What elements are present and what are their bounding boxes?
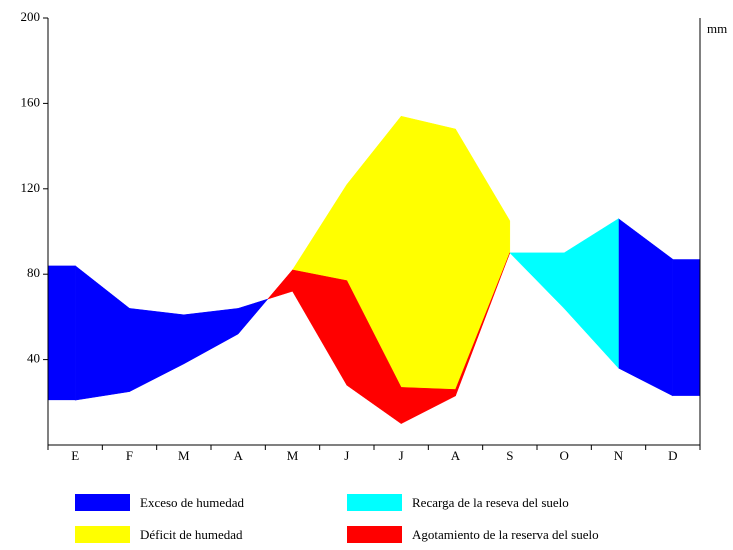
y-tick-label: 40 [27, 351, 40, 366]
area-segment [183, 308, 239, 365]
y-tick-label: 160 [21, 94, 41, 109]
y-tick-label: 80 [27, 265, 40, 280]
legend-swatch [347, 494, 402, 511]
x-tick-label: A [451, 448, 461, 463]
x-tick-label: O [559, 448, 568, 463]
y-tick-label: 200 [21, 9, 41, 24]
legend-swatch [75, 494, 130, 511]
legend-label: Exceso de humedad [140, 495, 244, 510]
x-tick-label: J [344, 448, 349, 463]
x-tick-label: A [233, 448, 243, 463]
area-segment [563, 218, 619, 369]
legend-swatch [347, 526, 402, 543]
area-segment [672, 259, 700, 396]
x-tick-label: S [506, 448, 513, 463]
y-tick-label: 120 [21, 180, 41, 195]
legend-label: Déficit de humedad [140, 527, 243, 542]
x-tick-label: N [614, 448, 624, 463]
area-segment [237, 298, 269, 335]
x-tick-label: J [399, 448, 404, 463]
area-segment [267, 269, 293, 300]
x-tick-label: E [71, 448, 79, 463]
area-segment [455, 128, 511, 390]
area-segment [292, 269, 348, 387]
x-tick-label: D [668, 448, 677, 463]
area-segment [618, 218, 674, 397]
area-segment [400, 387, 456, 425]
area-segment [74, 265, 130, 401]
x-tick-label: M [178, 448, 190, 463]
x-tick-label: M [287, 448, 299, 463]
unit-label: mm [707, 21, 727, 36]
area-segment [129, 308, 185, 393]
legend-label: Recarga de la reseva del suelo [412, 495, 569, 510]
area-segment [509, 252, 565, 309]
area-segment [292, 183, 348, 281]
legend-label: Agotamiento de la reserva del suelo [412, 527, 599, 542]
x-tick-label: F [126, 448, 133, 463]
legend-swatch [75, 526, 130, 543]
area-segment [455, 252, 511, 396]
area-segment [400, 115, 456, 390]
area-segment [48, 265, 76, 401]
